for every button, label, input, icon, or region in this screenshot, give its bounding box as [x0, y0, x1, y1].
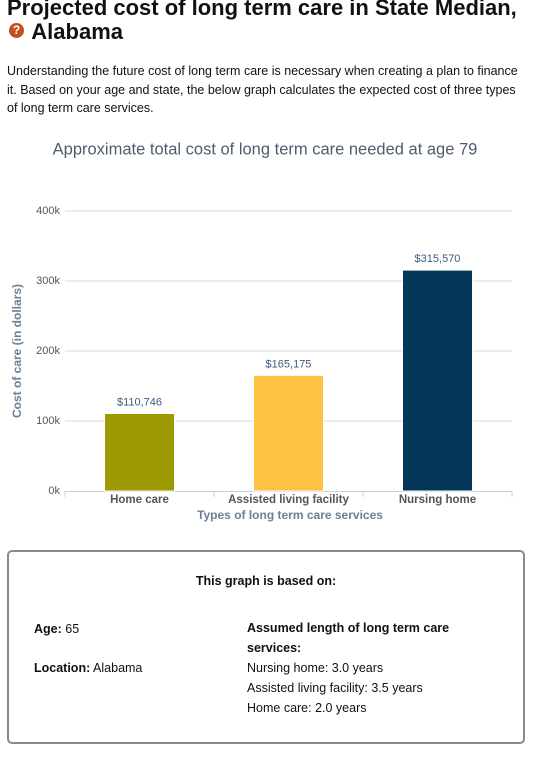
length-item: Nursing home: 3.0 years: [247, 661, 384, 675]
location-label: Location:: [34, 661, 91, 675]
age-value: 65: [65, 622, 80, 636]
value-label: $165,175: [266, 358, 312, 370]
value-label: $315,570: [415, 253, 461, 265]
age-label: Age:: [34, 622, 62, 636]
bar: [104, 412, 175, 492]
info-box: This graph is based on: Age: 65 Location…: [7, 550, 525, 744]
help-icon[interactable]: ?: [9, 23, 24, 38]
length-item: Assisted living facility: 3.5 years: [247, 681, 423, 695]
length-list: Assumed length of long term care service…: [247, 618, 487, 718]
y-tick-label: 300k: [36, 275, 60, 287]
state-name: Alabama: [31, 19, 124, 44]
y-tick-label: 100k: [36, 415, 60, 427]
y-tick-label: 200k: [36, 345, 60, 357]
y-tick-label: 400k: [36, 205, 60, 217]
location-row: Location: Alabama: [34, 661, 142, 675]
x-tick-label: Home care: [110, 494, 169, 506]
age-row: Age: 65: [34, 622, 79, 636]
y-tick-label: 0k: [48, 485, 60, 497]
bar: [402, 269, 473, 492]
bar: [253, 374, 324, 492]
page-title: Projected cost of long term care in Stat…: [7, 0, 527, 44]
info-heading: This graph is based on:: [195, 574, 337, 588]
x-axis-title: Types of long term care services: [197, 508, 383, 522]
x-tick-label: Nursing home: [399, 494, 476, 506]
x-tick-label: Assisted living facility: [228, 494, 349, 506]
intro-text: Understanding the future cost of long te…: [7, 64, 518, 115]
title-text: Projected cost of long term care in Stat…: [7, 0, 517, 20]
y-axis-title: Cost of care (in dollars): [10, 284, 24, 418]
length-item: Home care: 2.0 years: [247, 701, 367, 715]
chart-title: Approximate total cost of long term care…: [53, 140, 478, 158]
value-label: $110,746: [117, 396, 162, 408]
location-value: Alabama: [93, 661, 143, 675]
length-heading: Assumed length of long term care service…: [247, 621, 450, 655]
chart: Approximate total cost of long term care…: [10, 140, 513, 522]
